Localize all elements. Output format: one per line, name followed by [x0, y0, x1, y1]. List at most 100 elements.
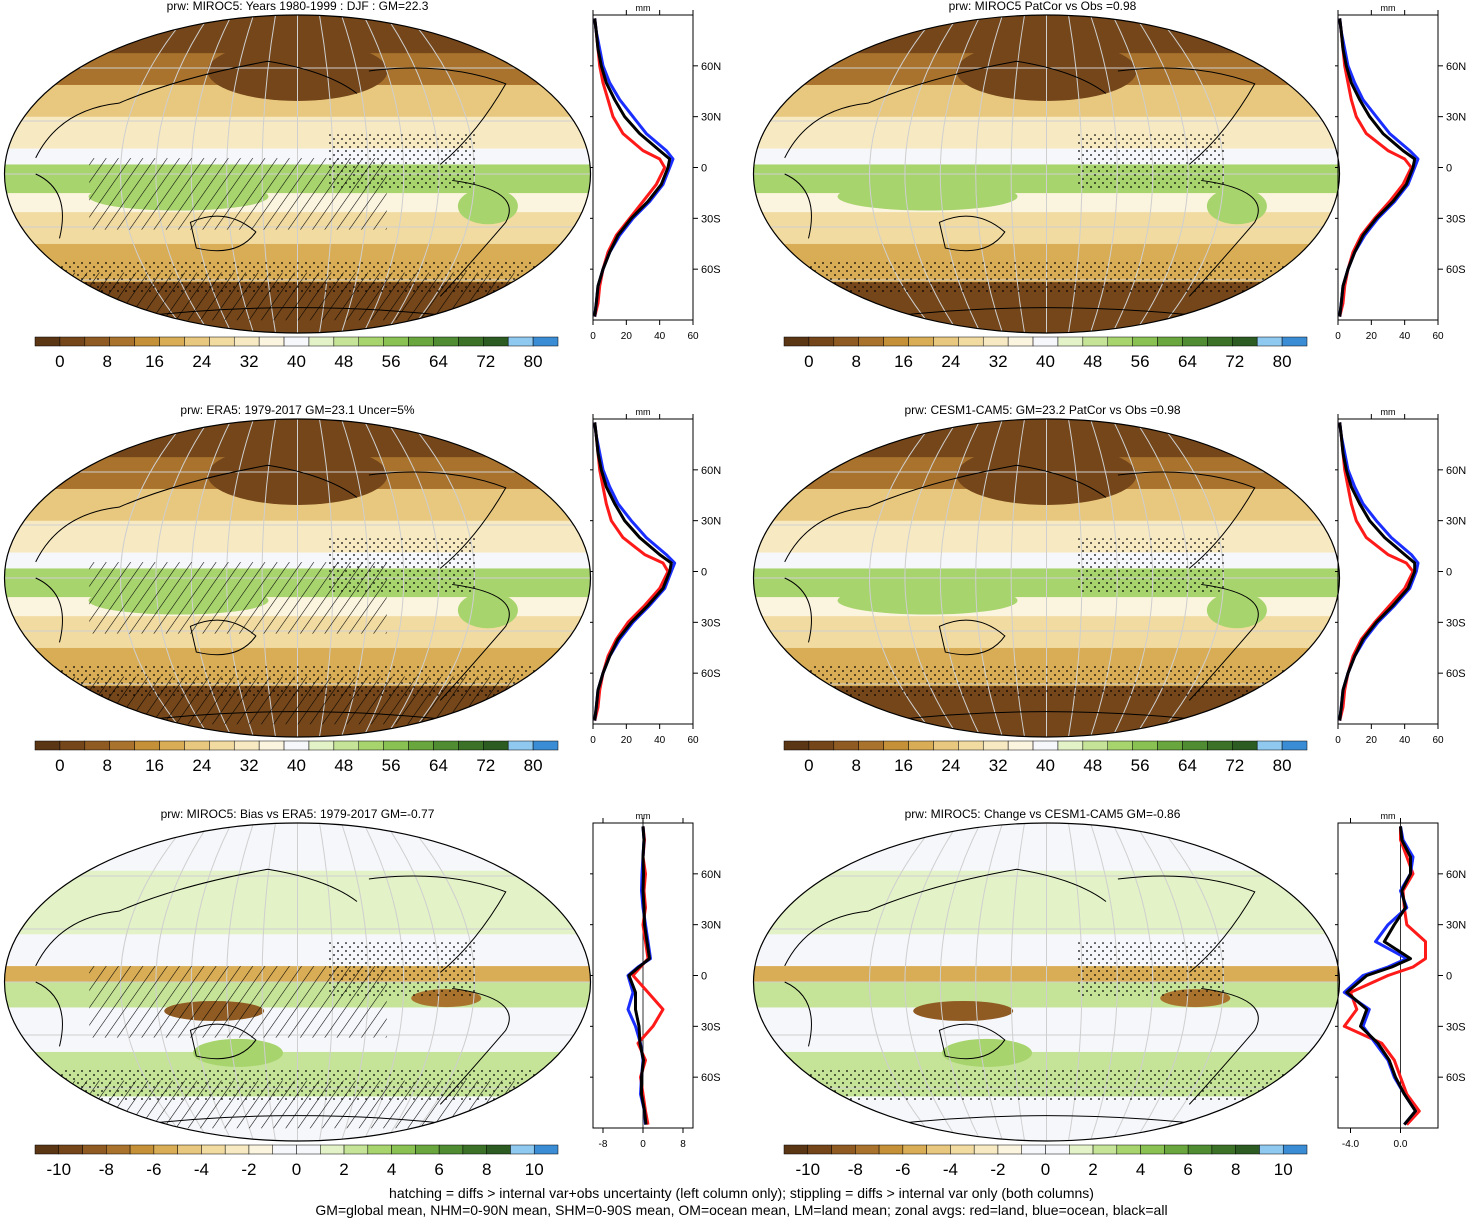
x-tick-label: 40	[654, 735, 666, 746]
colorbar-label: 4	[387, 1160, 396, 1178]
colorbar-swatch	[1116, 1144, 1141, 1155]
lat-tick-label: 30S	[701, 1021, 721, 1033]
colorbar-swatch	[1045, 1144, 1070, 1155]
x-tick-label: 0	[1335, 331, 1341, 342]
colorbar: 0 8 16 24 32 40 48 56 64 72 80	[34, 336, 559, 370]
colorbar-swatch	[59, 740, 86, 751]
colorbar-swatch	[159, 740, 185, 751]
zonal-line-ocean	[626, 826, 652, 1125]
colorbar-swatch	[458, 740, 484, 751]
zonal-average-plot: mm 60N 30N 0 30S 60S -4.0 0.0	[1335, 811, 1466, 1150]
lat-tick-label: 0	[1446, 163, 1452, 175]
colorbar-swatch	[883, 336, 909, 347]
colorbar-label: 16	[145, 756, 164, 774]
colorbar-swatch	[1182, 336, 1208, 347]
lat-tick-label: 60N	[1446, 61, 1466, 73]
colorbar-label: 32	[240, 352, 259, 370]
map-border	[752, 418, 1341, 738]
colorbar-label: -8	[99, 1160, 114, 1178]
colorbar-swatch	[1259, 1144, 1284, 1155]
panel-miroc5-climatology: prw: MIROC5: Years 1980-1999 : DJF : GM=…	[0, 0, 741, 392]
colorbar-swatch	[358, 336, 384, 347]
colorbar-label: 16	[894, 756, 913, 774]
hatching	[4, 272, 591, 321]
lat-tick-label: 30N	[701, 112, 721, 124]
coast-north-america	[368, 67, 507, 165]
colorbar-swatch	[258, 740, 285, 751]
lat-tick-label: 30S	[1446, 213, 1466, 225]
zonal-line-land	[631, 826, 665, 1125]
lat-tick-label: 0	[1446, 971, 1452, 983]
colorbar-swatch	[973, 1144, 999, 1155]
hatching	[4, 676, 591, 725]
colorbar-label: -8	[848, 1160, 863, 1178]
stippling	[808, 1069, 1285, 1102]
colorbar-label: 8	[482, 1160, 491, 1178]
colorbar-label: 80	[1273, 352, 1292, 370]
colorbar-swatch	[433, 336, 459, 347]
colorbar-swatch	[1256, 740, 1283, 751]
coast-antarctica	[118, 711, 477, 724]
wet-bias	[942, 1038, 1032, 1067]
coastlines	[784, 60, 1259, 320]
footer-note-legend: GM=global mean, NHM=0-90N mean, SHM=0-90…	[315, 1202, 1168, 1218]
colorbar-label: 40	[1036, 352, 1055, 370]
colorbar-label: 8	[851, 756, 860, 774]
lat-tick-label: 60S	[701, 668, 721, 680]
coast-africa	[35, 981, 63, 1047]
map-border	[752, 14, 1341, 334]
coast-australia	[189, 215, 257, 252]
zonal-line-land	[1338, 422, 1415, 721]
colorbar-swatch	[833, 336, 859, 347]
tropical-moisture	[837, 182, 1018, 211]
zonal-average-plot: mm 60N 30N 0 30S 60S 0 20 40 60	[590, 407, 721, 746]
colorbar-label: -4	[194, 1160, 209, 1178]
colorbar-swatch	[433, 740, 459, 751]
colorbar-label: 64	[1178, 756, 1197, 774]
zonal-line-all	[1338, 422, 1417, 721]
zonal-unit: mm	[1381, 407, 1396, 417]
colorbar-swatch	[1007, 336, 1034, 347]
lat-tick-label: 30S	[1446, 617, 1466, 629]
colorbar-swatch	[1082, 336, 1109, 347]
lat-tick-label: 60S	[1446, 1072, 1466, 1084]
colorbar-label: -10	[46, 1160, 71, 1178]
coast-australia	[938, 619, 1006, 656]
colorbar-swatch	[933, 336, 959, 347]
panel-title: prw: MIROC5: Years 1980-1999 : DJF : GM=…	[166, 0, 429, 13]
world-map	[752, 822, 1341, 1142]
colorbar-swatch	[1211, 1144, 1236, 1155]
colorbar-swatch	[159, 336, 185, 347]
zonal-line-ocean	[1338, 422, 1420, 721]
colorbar-swatch	[926, 1144, 951, 1155]
colorbar-label: -2	[990, 1160, 1005, 1178]
colorbar-swatch	[982, 740, 1009, 751]
colorbar-label: 8	[851, 352, 860, 370]
x-tick-label: 0	[1335, 735, 1341, 746]
colorbar: -10 -8 -6 -4 -2 0 2 4 6 8 10	[783, 1144, 1308, 1178]
colorbar-label: 40	[287, 756, 306, 774]
colorbar-label: -6	[895, 1160, 910, 1178]
colorbar: 0 8 16 24 32 40 48 56 64 72 80	[34, 740, 559, 774]
coast-north-america	[1117, 471, 1256, 569]
lat-tick-label: 60S	[701, 1072, 721, 1084]
colorbar-swatch	[510, 1144, 535, 1155]
lat-tick-label: 0	[701, 567, 707, 579]
colorbar: -10 -8 -6 -4 -2 0 2 4 6 8 10	[34, 1144, 559, 1178]
colorbar-swatch	[383, 336, 409, 347]
colorbar-swatch	[59, 336, 86, 347]
colorbar-label: 0	[804, 756, 813, 774]
coast-antarctica	[118, 307, 477, 320]
colorbar-label: 2	[339, 1160, 348, 1178]
colorbar-swatch	[1256, 336, 1283, 347]
zonal-frame	[1337, 418, 1439, 725]
colorbar-swatch	[1157, 336, 1183, 347]
world-map	[752, 14, 1341, 334]
colorbar-label: 48	[334, 352, 353, 370]
colorbar-label: 10	[525, 1160, 544, 1178]
colorbar-swatch	[272, 1144, 297, 1155]
colorbar-swatch	[783, 1144, 809, 1155]
map-border	[3, 418, 592, 738]
colorbar-swatch	[34, 336, 61, 347]
colorbar-label: -10	[795, 1160, 820, 1178]
